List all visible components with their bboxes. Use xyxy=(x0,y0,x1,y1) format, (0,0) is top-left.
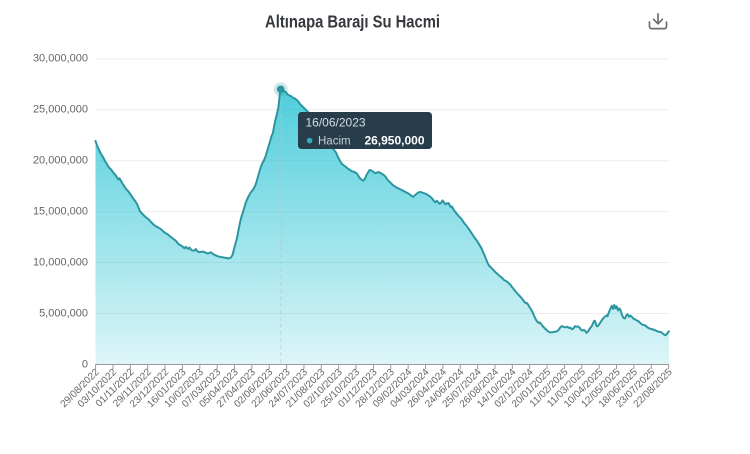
svg-text:15,000,000: 15,000,000 xyxy=(33,205,88,217)
svg-text:10,000,000: 10,000,000 xyxy=(33,256,88,268)
svg-text:16/06/2023: 16/06/2023 xyxy=(306,115,366,129)
svg-text:Altınapa Barajı Su Hacmi: Altınapa Barajı Su Hacmi xyxy=(265,13,440,32)
svg-text:30,000,000: 30,000,000 xyxy=(33,53,88,65)
svg-text:Hacim: Hacim xyxy=(318,135,351,147)
svg-text:20,000,000: 20,000,000 xyxy=(33,155,88,167)
svg-text:25,000,000: 25,000,000 xyxy=(33,104,88,116)
svg-text:5,000,000: 5,000,000 xyxy=(39,307,88,319)
svg-text:26,950,000: 26,950,000 xyxy=(364,133,424,147)
svg-text:0: 0 xyxy=(82,358,88,370)
